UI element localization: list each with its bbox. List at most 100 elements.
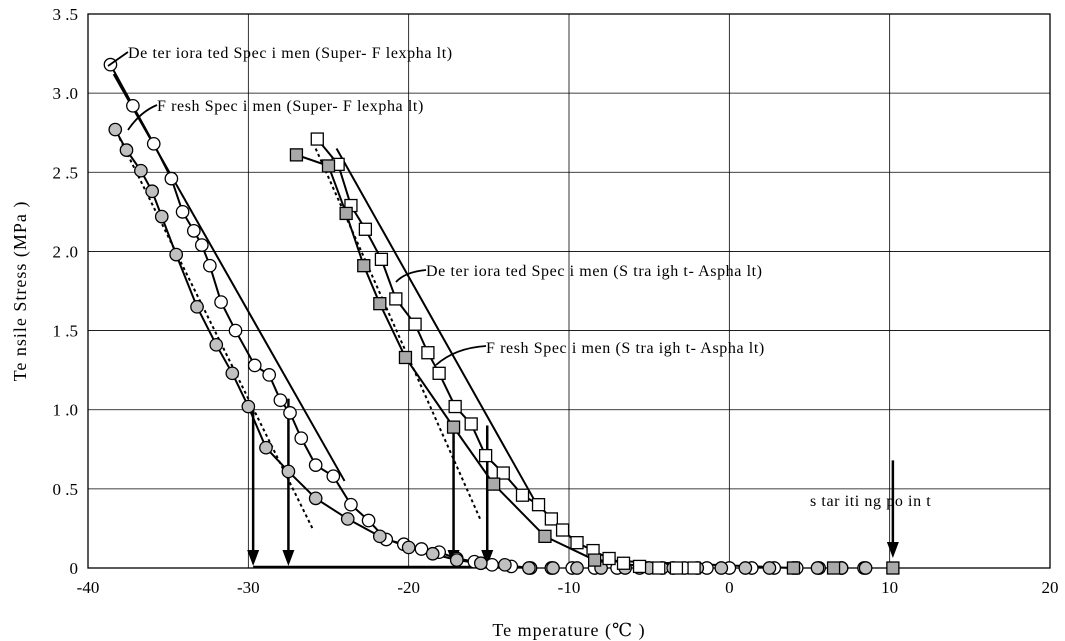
data-point-circle bbox=[401, 540, 416, 555]
data-point-square bbox=[544, 512, 559, 526]
data-point-square bbox=[486, 477, 501, 491]
data-point-square bbox=[432, 366, 446, 380]
data-point-circle bbox=[344, 497, 358, 512]
data-point-square bbox=[786, 561, 801, 575]
axis-ticks: -40 -30 -20 -10 0 10 20 0 0 .5 1 .0 1 .5 2 .0 2 .5 3 … bbox=[53, 5, 1059, 597]
y-axis-label: Te nsile Stress (MPa ) bbox=[10, 201, 31, 382]
annotation-label: s tar iti ng po in t bbox=[810, 493, 931, 510]
y-tick-label: 0 .5 bbox=[53, 480, 79, 499]
annotation-leader bbox=[435, 345, 487, 366]
data-point-square bbox=[421, 346, 435, 360]
y-tick-label: 3 .0 bbox=[53, 84, 79, 103]
x-tick-label: -40 bbox=[77, 578, 100, 597]
data-point-circle bbox=[262, 368, 277, 382]
y-tick-label: 2 .0 bbox=[53, 242, 79, 261]
data-point-circle bbox=[308, 491, 323, 506]
x-tick-label: 20 bbox=[1042, 578, 1059, 597]
data-point-square bbox=[588, 553, 602, 567]
data-point-square bbox=[531, 498, 546, 512]
y-tick-label: 2 .5 bbox=[53, 163, 79, 182]
arrow-head bbox=[481, 550, 494, 566]
data-point-circle bbox=[425, 546, 440, 561]
arrow-head bbox=[282, 550, 295, 566]
data-point-square bbox=[321, 159, 336, 173]
data-point-circle bbox=[241, 399, 256, 414]
annotation-leader bbox=[107, 51, 129, 67]
data-point-circle bbox=[449, 553, 464, 567]
data-point-circle bbox=[281, 464, 296, 479]
x-axis-label: Te mperature (℃ ) bbox=[492, 620, 645, 641]
data-point-square bbox=[374, 252, 389, 266]
data-point-circle bbox=[340, 512, 355, 526]
data-point-circle bbox=[169, 247, 184, 262]
x-tick-label: -30 bbox=[237, 578, 260, 597]
data-point-circle bbox=[134, 163, 148, 178]
data-point-circle bbox=[414, 542, 429, 556]
x-tick-label: 0 bbox=[725, 578, 734, 597]
data-point-square bbox=[632, 559, 647, 574]
data-point-circle bbox=[858, 561, 873, 575]
data-point-square bbox=[669, 561, 684, 575]
data-point-circle bbox=[108, 122, 123, 137]
starting-point-arrow-head bbox=[886, 542, 899, 558]
data-point-circle bbox=[126, 98, 140, 113]
arrow-head bbox=[247, 550, 260, 566]
data-point-square bbox=[408, 317, 422, 331]
y-tick-label: 0 bbox=[70, 559, 79, 578]
annotation-leader bbox=[395, 269, 427, 283]
data-point-circle bbox=[546, 561, 560, 575]
data-point-circle bbox=[738, 561, 753, 575]
data-point-square bbox=[652, 561, 666, 575]
data-point-circle bbox=[762, 561, 777, 575]
fit-curves bbox=[109, 64, 794, 569]
data-point-circle bbox=[194, 238, 209, 252]
x-tick-label: 10 bbox=[881, 578, 898, 597]
annotation-label: F resh Spec i men (Super- F lexpha lt) bbox=[157, 98, 424, 115]
data-point-circle bbox=[714, 561, 729, 575]
data-point-circle bbox=[247, 358, 262, 373]
data-point-square bbox=[398, 350, 413, 365]
data-point-square bbox=[446, 420, 461, 434]
data-point-circle bbox=[485, 557, 499, 572]
data-point-square bbox=[389, 292, 403, 306]
data-point-circle bbox=[203, 258, 217, 273]
data-point-square bbox=[602, 551, 616, 566]
data-point-square bbox=[515, 488, 530, 502]
data-point-square bbox=[687, 561, 701, 575]
dotted-regression-line bbox=[115, 132, 314, 529]
data-point-circle bbox=[225, 366, 240, 381]
data-point-square bbox=[886, 561, 900, 575]
data-point-circle bbox=[570, 561, 584, 575]
data-point-square bbox=[373, 297, 387, 311]
data-point-circle bbox=[259, 440, 273, 455]
data-point-circle bbox=[228, 323, 243, 338]
data-point-square bbox=[464, 417, 478, 431]
solid-regression-line bbox=[112, 73, 346, 482]
data-point-circle bbox=[190, 299, 204, 314]
data-point-square bbox=[616, 556, 631, 570]
data-point-square bbox=[289, 148, 304, 162]
data-point-circle bbox=[294, 431, 309, 446]
data-point-circle bbox=[209, 337, 224, 352]
data-point-circle bbox=[283, 406, 297, 420]
data-point-circle bbox=[214, 295, 228, 309]
data-point-square bbox=[555, 523, 570, 537]
data-point-square bbox=[358, 222, 373, 236]
annotation-label: De ter iora ted Spec i men (Super- F lex… bbox=[128, 45, 453, 62]
data-series bbox=[103, 57, 900, 575]
data-point-circle bbox=[498, 557, 512, 572]
solid-regression-line bbox=[335, 148, 538, 506]
data-point-circle bbox=[810, 561, 825, 575]
data-point-circle bbox=[522, 561, 536, 575]
annotation-label: F resh Spec i men (S tra igh t- Aspha lt… bbox=[486, 340, 765, 357]
y-tick-label: 1 .0 bbox=[53, 401, 79, 420]
x-tick-label: -10 bbox=[558, 578, 581, 597]
data-point-square bbox=[570, 536, 584, 550]
data-point-square bbox=[310, 132, 324, 146]
data-point-circle bbox=[154, 209, 169, 224]
data-point-square bbox=[826, 561, 841, 575]
data-point-circle bbox=[186, 224, 201, 238]
annotation-label: De ter iora ted Spec i men (S tra igh t-… bbox=[426, 263, 763, 280]
data-point-circle bbox=[326, 469, 341, 484]
